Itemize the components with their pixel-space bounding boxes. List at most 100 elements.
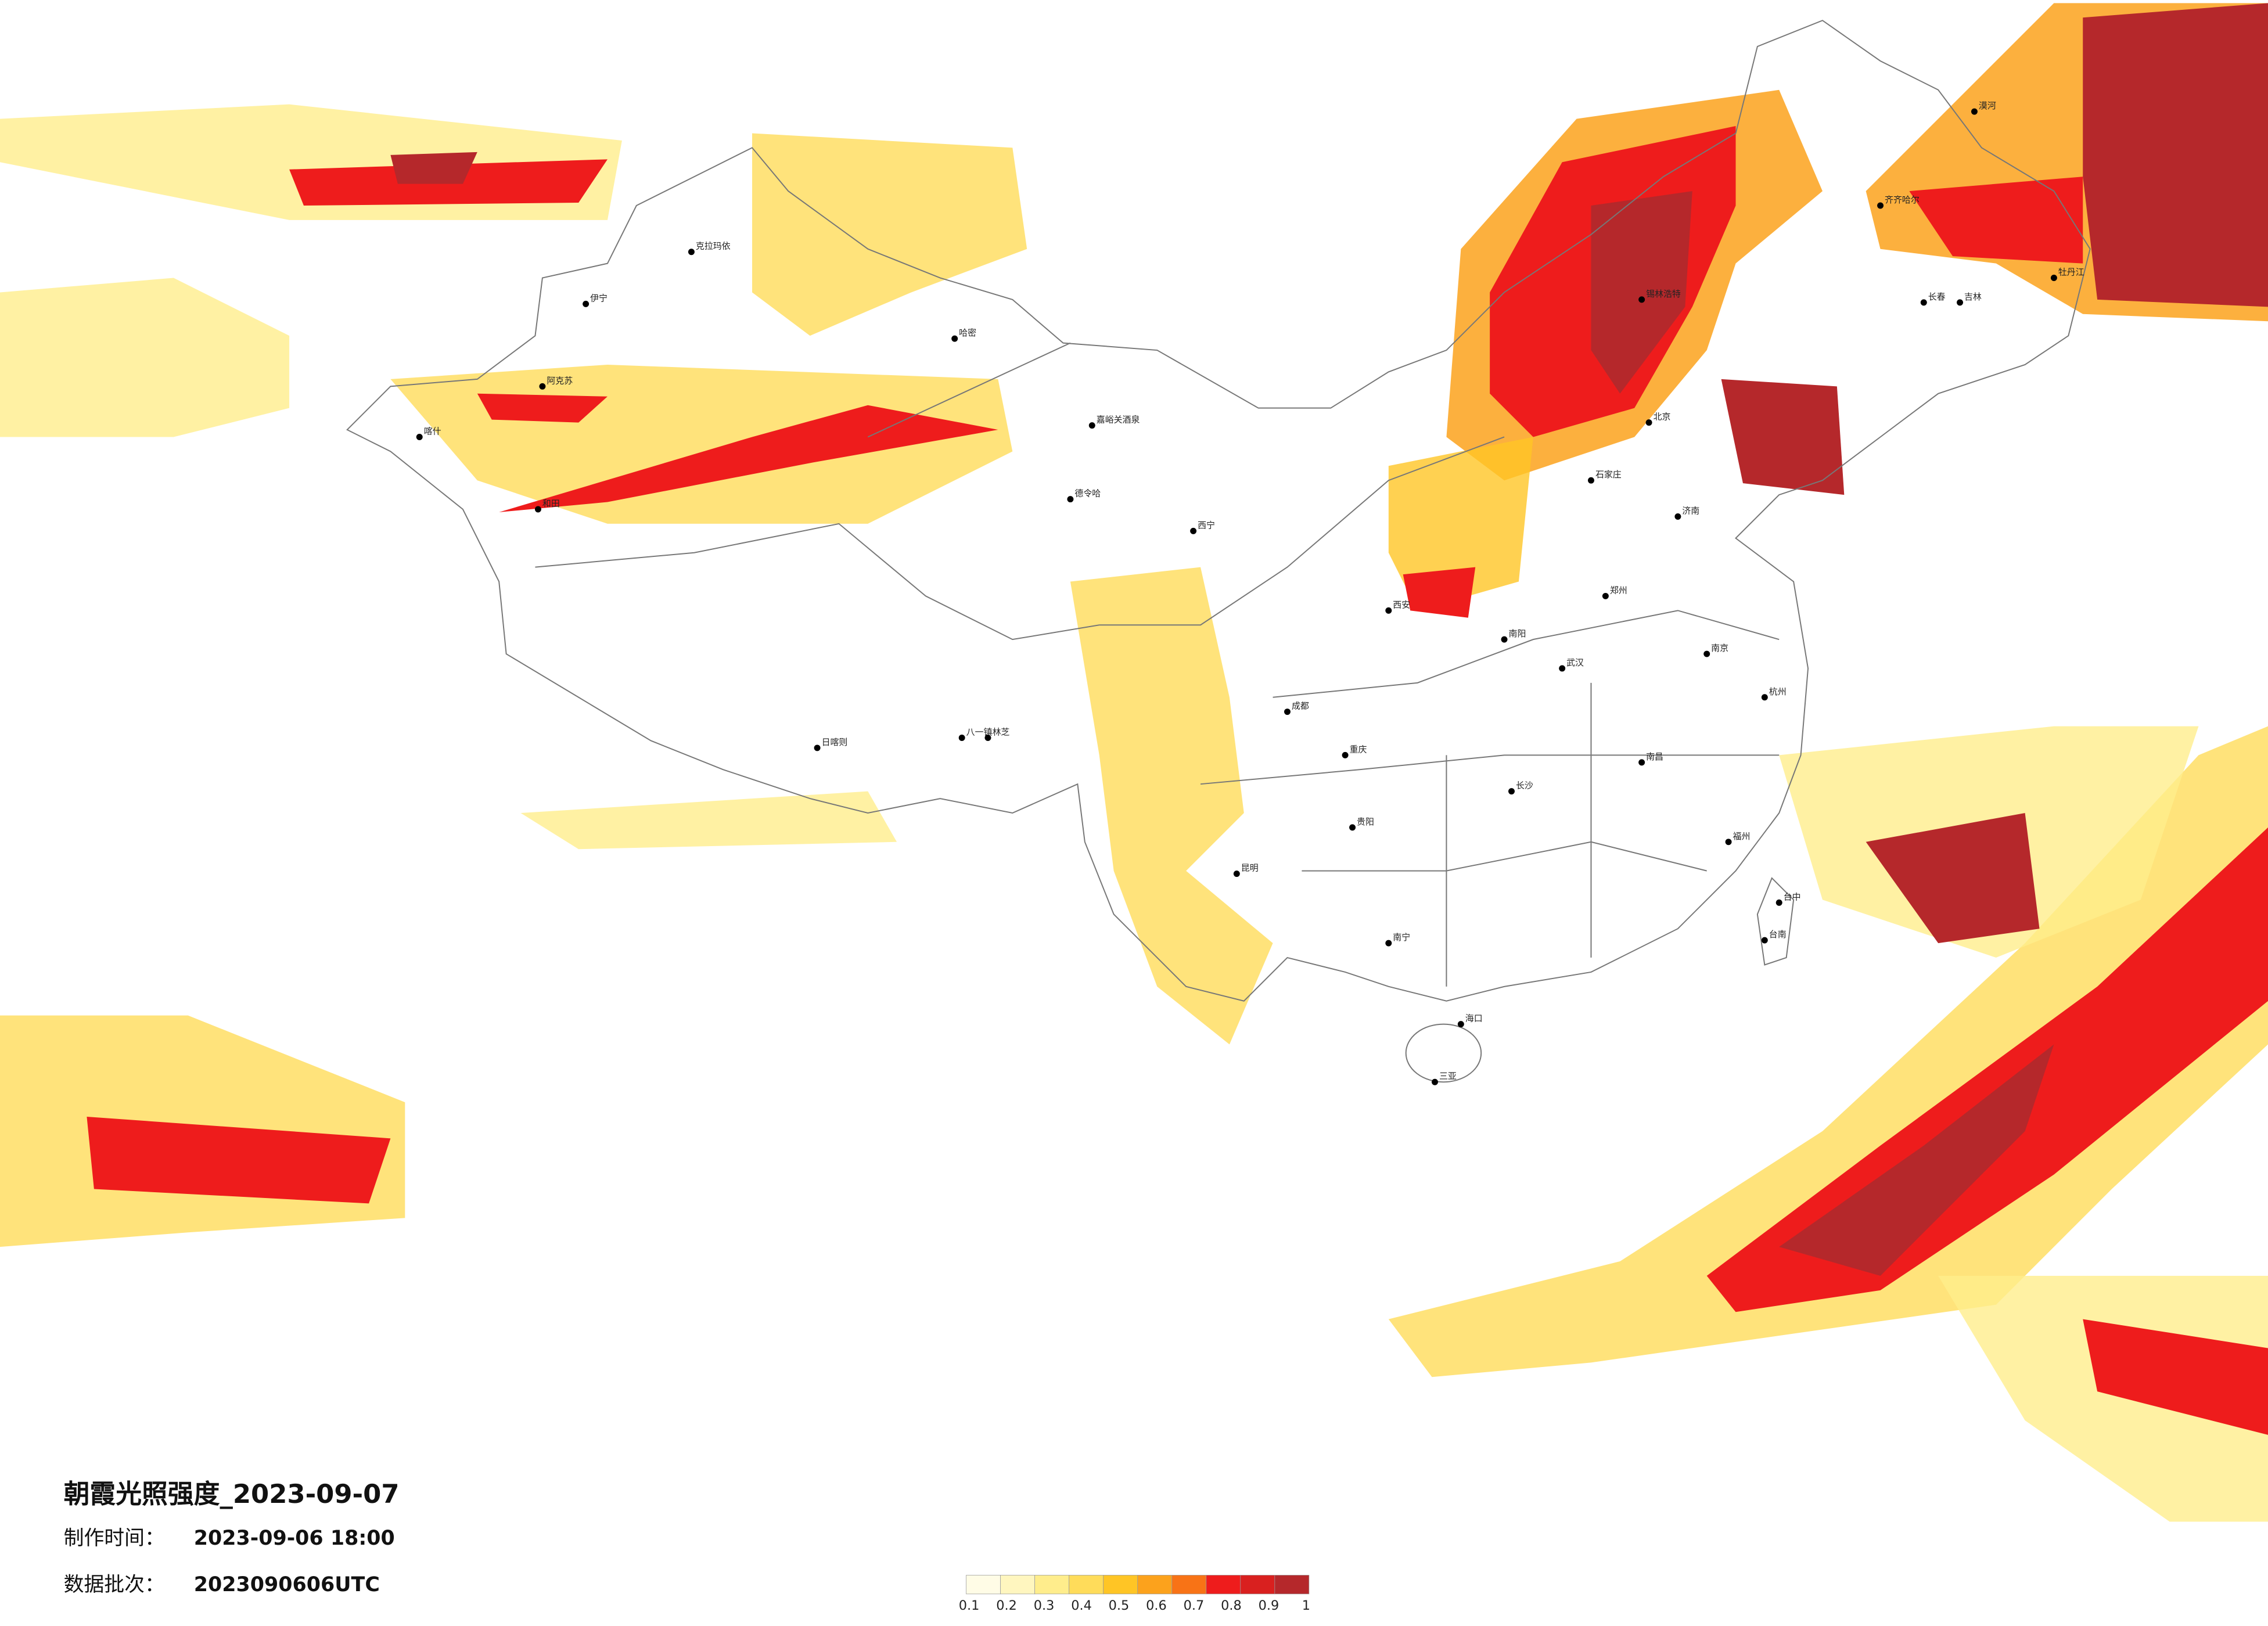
legend-swatch bbox=[1034, 1575, 1070, 1595]
city-dot bbox=[951, 335, 958, 342]
legend-swatch bbox=[1240, 1575, 1275, 1595]
city-label: 成都 bbox=[1292, 701, 1309, 711]
city-dot bbox=[1385, 940, 1392, 947]
legend-tick-label: 0.8 bbox=[1221, 1598, 1242, 1613]
city-dot bbox=[2050, 275, 2057, 282]
city-dot bbox=[1602, 592, 1609, 599]
city-dot bbox=[1877, 202, 1884, 209]
city-dot bbox=[814, 744, 821, 751]
city-dot bbox=[1342, 751, 1349, 758]
province-border bbox=[535, 342, 1780, 987]
city-dot bbox=[688, 249, 695, 256]
legend-tick-label: 0.5 bbox=[1109, 1598, 1130, 1613]
legend-tick-label: 0.3 bbox=[1034, 1598, 1055, 1613]
city-label: 林芝 bbox=[992, 727, 1009, 738]
legend-swatch bbox=[1103, 1575, 1138, 1595]
intensity-field bbox=[0, 3, 2268, 1522]
city-label: 吉林 bbox=[1964, 292, 1982, 302]
city-dot bbox=[416, 434, 423, 440]
city-label: 锡林浩特 bbox=[1646, 289, 1681, 299]
city-label: 南阳 bbox=[1509, 628, 1526, 639]
field-high bbox=[1403, 567, 1476, 618]
borders bbox=[346, 20, 2091, 1083]
city-dot bbox=[1457, 1021, 1464, 1028]
city-dot bbox=[1638, 296, 1645, 303]
legend-tick-label: 0.9 bbox=[1259, 1598, 1279, 1613]
city-dot bbox=[1703, 650, 1710, 657]
made-label: 制作时间： bbox=[64, 1527, 165, 1550]
city-label: 长春 bbox=[1928, 292, 1946, 302]
field-high bbox=[1909, 177, 2083, 264]
field-high bbox=[1706, 827, 2268, 1312]
city-label: 西宁 bbox=[1198, 520, 1215, 530]
legend-swatch bbox=[1000, 1575, 1036, 1595]
field-low bbox=[520, 791, 897, 850]
city-label: 重庆 bbox=[1350, 744, 1367, 754]
city-label: 漠河 bbox=[1979, 100, 1996, 111]
color-legend: 0.1 0.2 0.3 0.4 0.5 0.6 0.7 0.8 0.9 1 bbox=[959, 1575, 1310, 1613]
city-label: 南宁 bbox=[1393, 932, 1410, 942]
city-label: 伊宁 bbox=[590, 293, 608, 303]
city-label: 台南 bbox=[1769, 929, 1787, 940]
legend-tick-label: 1 bbox=[1302, 1598, 1310, 1613]
city-label: 牡丹江 bbox=[2058, 267, 2084, 278]
legend-swatch bbox=[966, 1575, 1001, 1595]
legend-swatch bbox=[1069, 1575, 1104, 1595]
country-outline bbox=[346, 20, 2091, 1002]
city-dot bbox=[1233, 870, 1240, 877]
field-high bbox=[390, 152, 477, 184]
city-label: 齐齐哈尔 bbox=[1885, 195, 1920, 205]
field-high bbox=[499, 405, 998, 512]
city-label: 武汉 bbox=[1566, 657, 1584, 668]
legend-tick-label: 0.7 bbox=[1184, 1598, 1205, 1613]
city-dot bbox=[1385, 607, 1392, 614]
city-label: 北京 bbox=[1654, 412, 1671, 422]
city-label: 郑州 bbox=[1610, 585, 1627, 595]
field-top bbox=[1591, 191, 1692, 394]
field-top bbox=[1779, 1044, 2054, 1276]
field-high bbox=[87, 1116, 391, 1204]
city-label: 阿克苏 bbox=[547, 375, 573, 386]
city-label: 福州 bbox=[1733, 831, 1751, 841]
field-low bbox=[752, 133, 1027, 336]
city-dot bbox=[1761, 937, 1768, 944]
field-top bbox=[1866, 813, 2040, 944]
city-dot bbox=[1645, 419, 1652, 426]
city-dot bbox=[1501, 636, 1508, 643]
legend-tick-label: 0.2 bbox=[996, 1598, 1017, 1613]
city-label: 西安 bbox=[1393, 599, 1410, 610]
field-low bbox=[1388, 437, 1533, 611]
legend-swatch bbox=[1137, 1575, 1173, 1595]
city-label: 石家庄 bbox=[1595, 469, 1622, 480]
batch: 2023090606UTC bbox=[194, 1573, 380, 1596]
city-label: 和田 bbox=[542, 498, 560, 509]
city-label: 喀什 bbox=[424, 426, 441, 437]
city-label: 长沙 bbox=[1516, 780, 1533, 791]
legend-tick-label: 0.4 bbox=[1071, 1598, 1092, 1613]
batch-label: 数据批次： bbox=[64, 1573, 165, 1596]
legend-swatch bbox=[1206, 1575, 1241, 1595]
city-label: 贵阳 bbox=[1357, 816, 1374, 827]
city-dot bbox=[984, 735, 991, 741]
city-dot bbox=[1088, 422, 1095, 429]
city-label: 南昌 bbox=[1646, 751, 1663, 762]
city-dot bbox=[1775, 899, 1782, 906]
island-outline bbox=[1405, 1023, 1482, 1083]
city-dot bbox=[1638, 759, 1645, 766]
field-top bbox=[1721, 379, 1845, 495]
city-dot bbox=[1508, 788, 1515, 795]
city-dot bbox=[1349, 824, 1356, 831]
city-label: 克拉玛依 bbox=[696, 241, 731, 251]
city-dot bbox=[1067, 496, 1074, 503]
city-label: 济南 bbox=[1682, 505, 1699, 516]
made-time: 2023-09-06 18:00 bbox=[194, 1527, 395, 1550]
city-dot bbox=[1957, 299, 1964, 306]
city-dot bbox=[1284, 708, 1291, 715]
city-label: 八一镇 bbox=[966, 727, 993, 738]
city-label: 南京 bbox=[1711, 643, 1728, 653]
city-label: 日喀则 bbox=[822, 737, 848, 747]
city-label: 杭州 bbox=[1769, 686, 1787, 697]
city-dot bbox=[1587, 477, 1594, 484]
